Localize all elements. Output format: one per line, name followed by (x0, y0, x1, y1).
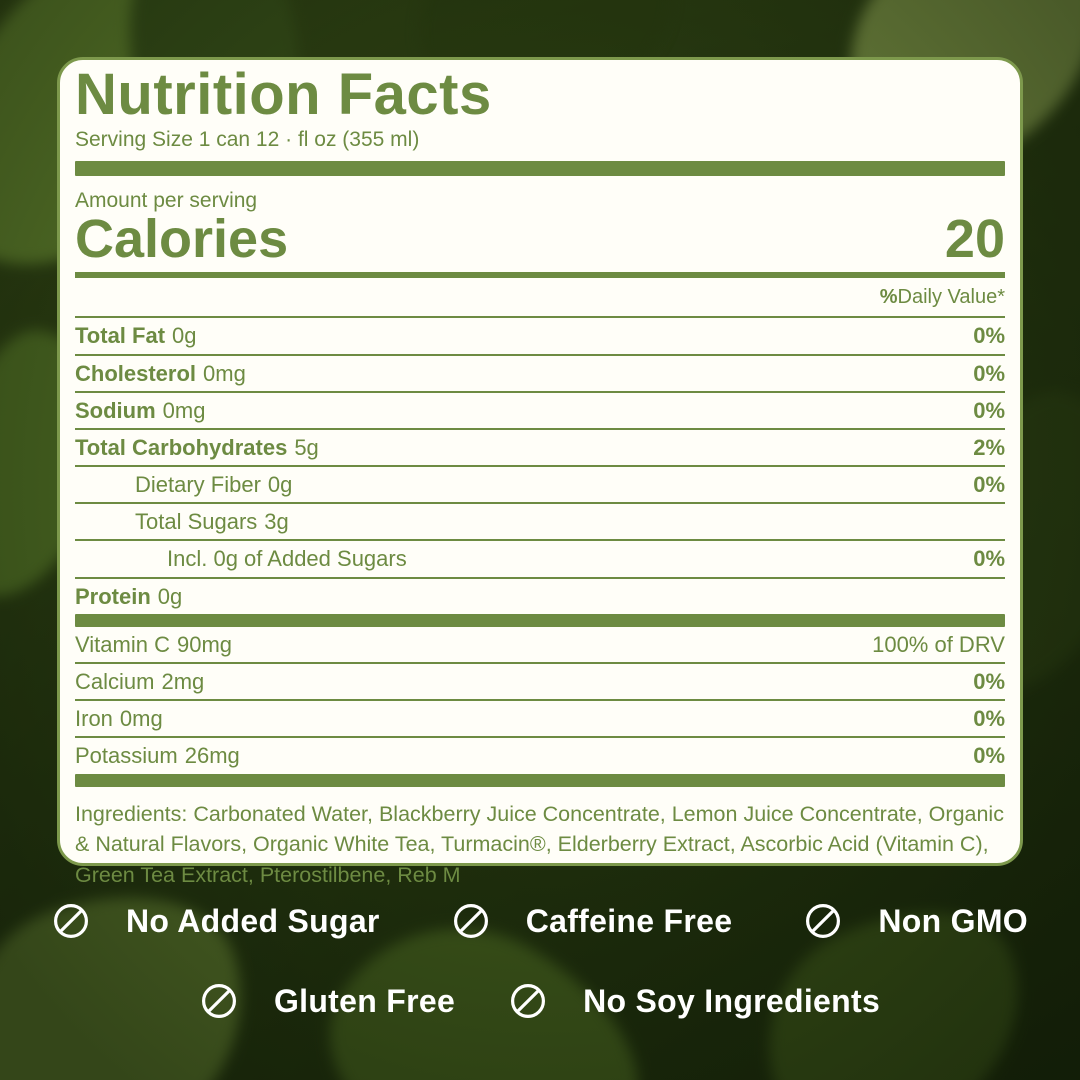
nutrient-row-total-fat: Total Fat 0g 0% (75, 318, 1005, 356)
no-symbol-icon (453, 904, 488, 938)
divider-thick (75, 773, 1005, 787)
divider-medium (75, 272, 1005, 279)
nutrient-row-cholesterol: Cholesterol 0mg 0% (75, 356, 1005, 393)
badge-caffeine-free: Caffeine Free (452, 902, 733, 940)
calories-label: Calories (75, 208, 289, 269)
badge-gluten-free: Gluten Free (200, 982, 455, 1020)
micronutrient-row-iron: Iron 0mg 0% (75, 701, 1005, 739)
micronutrient-row-vitamin-c: Vitamin C 90mg 100% of DRV (75, 627, 1005, 664)
badge-label: No Soy Ingredients (583, 982, 881, 1019)
badges-row-2: Gluten Free No Soy Ingredients (0, 982, 1080, 1020)
badge-no-soy: No Soy Ingredients (509, 982, 880, 1020)
badge-label: Non GMO (878, 902, 1028, 939)
badge-label: Gluten Free (273, 982, 456, 1019)
calories-row: Calories 20 (75, 208, 1005, 269)
amount-per-serving: Amount per serving (75, 188, 258, 212)
nutrition-facts-label: Nutrition Facts Serving Size 1 can 12 · … (57, 57, 1023, 887)
nutrient-row-total-carbohydrates: Total Carbohydrates 5g 2% (75, 430, 1005, 468)
nutrient-row-total-sugars: Total Sugars 3g (75, 504, 1005, 542)
badges-row-1: No Added Sugar Caffeine Free Non GMO (52, 902, 1028, 940)
ingredients-text: Ingredients: Carbonated Water, Blackberr… (75, 801, 1004, 887)
calories-value: 20 (944, 208, 1005, 269)
nutrient-row-sodium: Sodium 0mg 0% (75, 393, 1005, 430)
no-symbol-icon (806, 904, 841, 938)
divider-thick (75, 613, 1005, 627)
nutrient-row-dietary-fiber: Dietary Fiber 0g 0% (75, 467, 1005, 505)
badge-non-gmo: Non GMO (804, 902, 1028, 940)
micronutrient-row-calcium: Calcium 2mg 0% (75, 664, 1005, 702)
serving-size: Serving Size 1 can 12 · fl oz (355 ml) (75, 127, 420, 151)
no-symbol-icon (511, 984, 546, 1018)
daily-value-header: %Daily Value* (75, 278, 1005, 319)
badge-label: No Added Sugar (126, 902, 380, 939)
nutrient-row-protein: Protein 0g (75, 583, 183, 609)
leaf-shape (0, 857, 285, 1080)
no-symbol-icon (54, 904, 88, 938)
no-symbol-icon (201, 984, 236, 1018)
badge-label: Caffeine Free (525, 902, 733, 939)
nutrient-row-added-sugars: Incl. 0g of Added Sugars 0% (75, 541, 1005, 579)
label-title: Nutrition Facts (75, 62, 492, 127)
micronutrient-row-potassium: Potassium 26mg 0% (75, 743, 1005, 769)
divider-thick (75, 160, 1005, 176)
badge-no-added-sugar: No Added Sugar (52, 902, 380, 940)
